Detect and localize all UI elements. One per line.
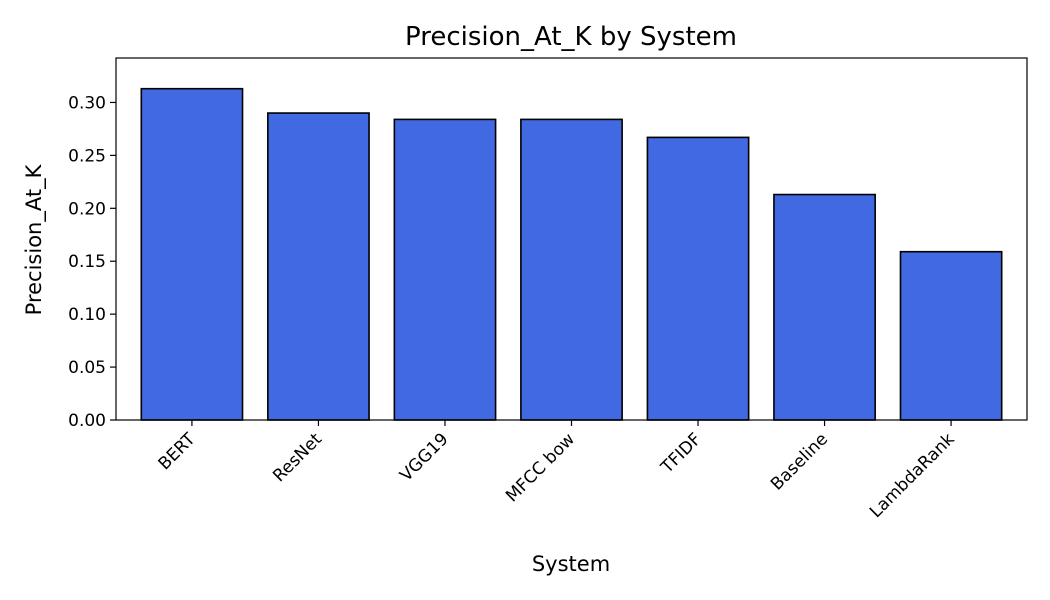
- y-axis: 0.00 0.05 0.10 0.15 0.20 0.25 0.30: [68, 93, 116, 431]
- bars-group: [140, 87, 1003, 421]
- x-tick-label: TFIDF: [657, 429, 706, 478]
- bar-baseline: [773, 193, 876, 421]
- bar-mfcc-bow: [520, 118, 623, 421]
- bar-bert: [140, 87, 244, 421]
- x-tick-label: LambdaRank: [866, 429, 959, 522]
- x-tick-label: Baseline: [767, 429, 832, 494]
- x-tick-label: BERT: [155, 429, 200, 474]
- y-tick-label: 0.00: [68, 411, 106, 431]
- y-tick-label: 0.30: [68, 93, 106, 113]
- x-tick-label: VGG19: [396, 429, 452, 485]
- x-tick-label: ResNet: [269, 429, 326, 486]
- y-tick-label: 0.25: [68, 146, 106, 166]
- y-tick-label: 0.15: [68, 252, 106, 272]
- y-axis-label: Precision_At_K: [22, 163, 47, 315]
- bar-lambdarank: [899, 250, 1003, 421]
- bar-vgg19: [393, 118, 497, 421]
- chart-title: Precision_At_K by System: [405, 22, 737, 52]
- x-tick-label: MFCC bow: [502, 429, 579, 506]
- x-axis-label: System: [532, 552, 610, 576]
- bar-resnet: [267, 112, 370, 421]
- bar-tfidf: [646, 136, 750, 421]
- x-axis: BERT ResNet VGG19 MFCC bow TFIDF Baseline Lamb…: [155, 420, 959, 522]
- y-tick-label: 0.20: [68, 199, 106, 219]
- y-tick-label: 0.10: [68, 305, 106, 325]
- y-tick-label: 0.05: [68, 358, 106, 378]
